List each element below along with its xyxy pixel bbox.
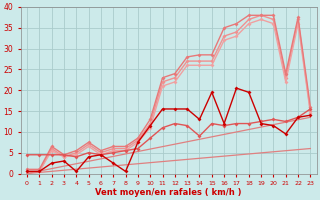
X-axis label: Vent moyen/en rafales ( km/h ): Vent moyen/en rafales ( km/h ) [95, 188, 242, 197]
